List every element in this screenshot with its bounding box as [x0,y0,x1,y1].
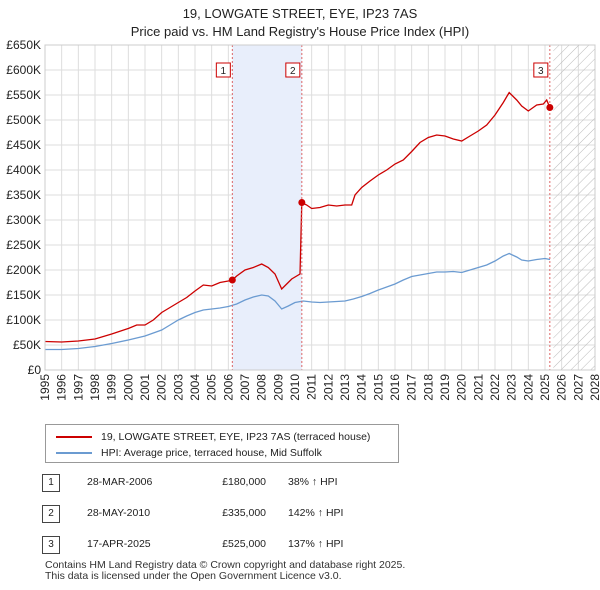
chart-title: 19, LOWGATE STREET, EYE, IP23 7AS [183,6,418,21]
y-tick-label: £650K [6,38,41,52]
property-price-line [45,91,551,343]
sale-point [228,276,236,284]
transaction-row: 2 28-MAY-2010 £335,000 142% ↑ HPI [42,505,462,525]
sale-label-number: 2 [290,66,296,77]
sale-label-number: 3 [538,66,544,77]
x-tick-label: 2022 [488,374,502,401]
transaction-price: £525,000 [222,538,266,550]
forecast-hatch [553,45,595,370]
price-chart: 19, LOWGATE STREET, EYE, IP23 7AS Price … [6,6,600,401]
x-tick-label: 2013 [338,374,352,401]
footer-line-licence: This data is licensed under the Open Gov… [45,570,342,582]
footer-line-copyright: Contains HM Land Registry data © Crown c… [45,559,406,571]
x-tick-label: 2010 [288,374,302,401]
transaction-hpi: 137% ↑ HPI [288,538,344,550]
x-tick-label: 1996 [55,374,69,401]
transaction-number: 3 [42,536,60,554]
sale-point [298,199,306,206]
x-tick-label: 2016 [388,374,402,401]
x-tick-label: 2017 [405,374,419,401]
transaction-number: 2 [42,505,60,523]
x-tick-label: 2004 [188,374,202,401]
x-tick-label: 2011 [305,374,319,400]
highlight-band [232,45,302,370]
transaction-hpi: 142% ↑ HPI [288,507,344,519]
y-tick-label: £500K [6,113,41,127]
x-tick-label: 2019 [438,374,452,401]
x-tick-label: 2028 [588,374,600,401]
x-tick-label: 2006 [221,374,235,401]
sale-label-box [285,62,301,78]
y-tick-label: £300K [6,213,41,227]
x-tick-label: 2003 [171,374,185,401]
x-tick-label: 2021 [471,374,485,401]
transaction-price: £180,000 [222,476,266,488]
x-tick-label: 1998 [88,374,102,401]
y-tick-label: £100K [6,313,41,327]
transaction-date: 28-MAR-2006 [87,476,153,488]
x-tick-label: 1999 [105,374,119,401]
x-tick-label: 2015 [371,374,385,401]
sale-label-number: 1 [221,66,227,77]
transaction-date: 28-MAY-2010 [87,507,151,519]
sale-label-box [215,62,231,78]
x-tick-label: 2024 [521,374,535,401]
x-tick-label: 2014 [355,374,369,401]
transaction-date: 17-APR-2025 [87,538,151,550]
legend-swatch-property [56,436,92,438]
legend: 19, LOWGATE STREET, EYE, IP23 7AS (terra… [45,424,399,463]
chart-subtitle: Price paid vs. HM Land Registry's House … [131,24,469,39]
x-tick-label: 2020 [455,374,469,401]
sale-point [546,104,554,111]
legend-label-property: 19, LOWGATE STREET, EYE, IP23 7AS (terra… [101,431,371,443]
x-tick-label: 2007 [238,374,252,401]
transaction-number: 1 [42,474,60,492]
x-tick-label: 2002 [155,374,169,401]
x-tick-label: 2027 [571,374,585,401]
transaction-row: 3 17-APR-2025 £525,000 137% ↑ HPI [42,536,462,556]
x-tick-label: 1997 [71,374,85,401]
y-tick-label: £200K [6,263,41,277]
y-tick-label: £450K [6,138,41,152]
x-tick-label: 2012 [321,374,335,401]
y-tick-label: £600K [6,63,41,77]
x-tick-label: 2025 [538,374,552,401]
x-tick-label: 2023 [505,374,519,401]
transaction-hpi: 38% ↑ HPI [288,476,338,488]
plot-frame [44,44,596,371]
x-tick-label: 2001 [138,374,152,401]
y-tick-label: £250K [6,238,41,252]
transaction-price: £335,000 [222,507,266,519]
x-tick-label: 2008 [255,374,269,401]
x-tick-label: 2000 [121,374,135,401]
legend-label-hpi: HPI: Average price, terraced house, Mid … [101,447,322,459]
sale-label-box [533,62,549,78]
y-tick-label: £400K [6,163,41,177]
x-tick-label: 2026 [555,374,569,401]
transaction-row: 1 28-MAR-2006 £180,000 38% ↑ HPI [42,474,462,494]
hpi-line [45,252,551,351]
y-tick-label: £550K [6,88,41,102]
x-tick-label: 1995 [38,374,52,401]
y-tick-label: £350K [6,188,41,202]
y-tick-label: £150K [6,288,41,302]
legend-swatch-hpi [56,452,92,454]
footer-attribution: Contains HM Land Registry data © Crown c… [45,560,405,582]
y-tick-label: £0 [28,363,42,377]
x-tick-label: 2018 [421,374,435,401]
x-tick-label: 2009 [271,374,285,401]
x-tick-label: 2005 [205,374,219,401]
y-tick-label: £50K [13,338,41,352]
